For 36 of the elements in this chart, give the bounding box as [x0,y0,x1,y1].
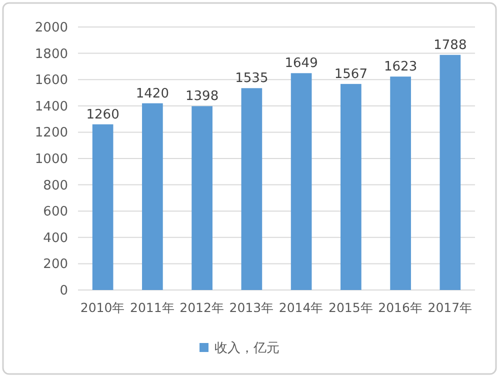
bar [192,106,212,290]
x-tick-label: 2013年 [229,300,274,315]
x-tick-label: 2016年 [378,300,423,315]
bar [390,76,411,290]
data-label: 1567 [334,66,368,82]
data-label: 1535 [235,71,268,86]
data-label: 1420 [136,86,169,102]
data-label: 1260 [86,107,120,122]
data-label: 1788 [434,38,467,53]
y-tick-label: 200 [43,257,68,272]
y-tick-label: 1800 [34,46,68,62]
y-tick-label: 1400 [34,99,68,114]
data-label: 1623 [384,60,418,75]
bar [92,124,114,290]
data-label: 1649 [284,56,318,72]
y-tick-label: 1000 [34,152,68,167]
bar [241,88,262,290]
data-label: 1398 [186,89,219,104]
x-tick-label: 2011年 [130,300,175,315]
y-tick-label: 2000 [34,20,68,36]
x-tick-label: 2015年 [328,300,374,315]
x-tick-label: 2010年 [80,300,126,315]
y-tick-label: 0 [60,284,68,298]
bar [340,84,362,290]
bar [290,73,312,290]
legend-label: 收入，亿元 [214,341,280,356]
x-tick-label: 2012年 [180,300,224,315]
bar [142,103,163,290]
y-tick-label: 1200 [34,126,68,141]
y-tick-label: 600 [43,204,68,220]
bar [440,54,461,290]
y-tick-label: 1600 [34,73,68,88]
x-tick-label: 2014年 [278,300,324,315]
x-tick-label: 2017年 [428,300,473,315]
y-tick-label: 800 [43,178,68,194]
y-tick-label: 400 [43,230,68,246]
